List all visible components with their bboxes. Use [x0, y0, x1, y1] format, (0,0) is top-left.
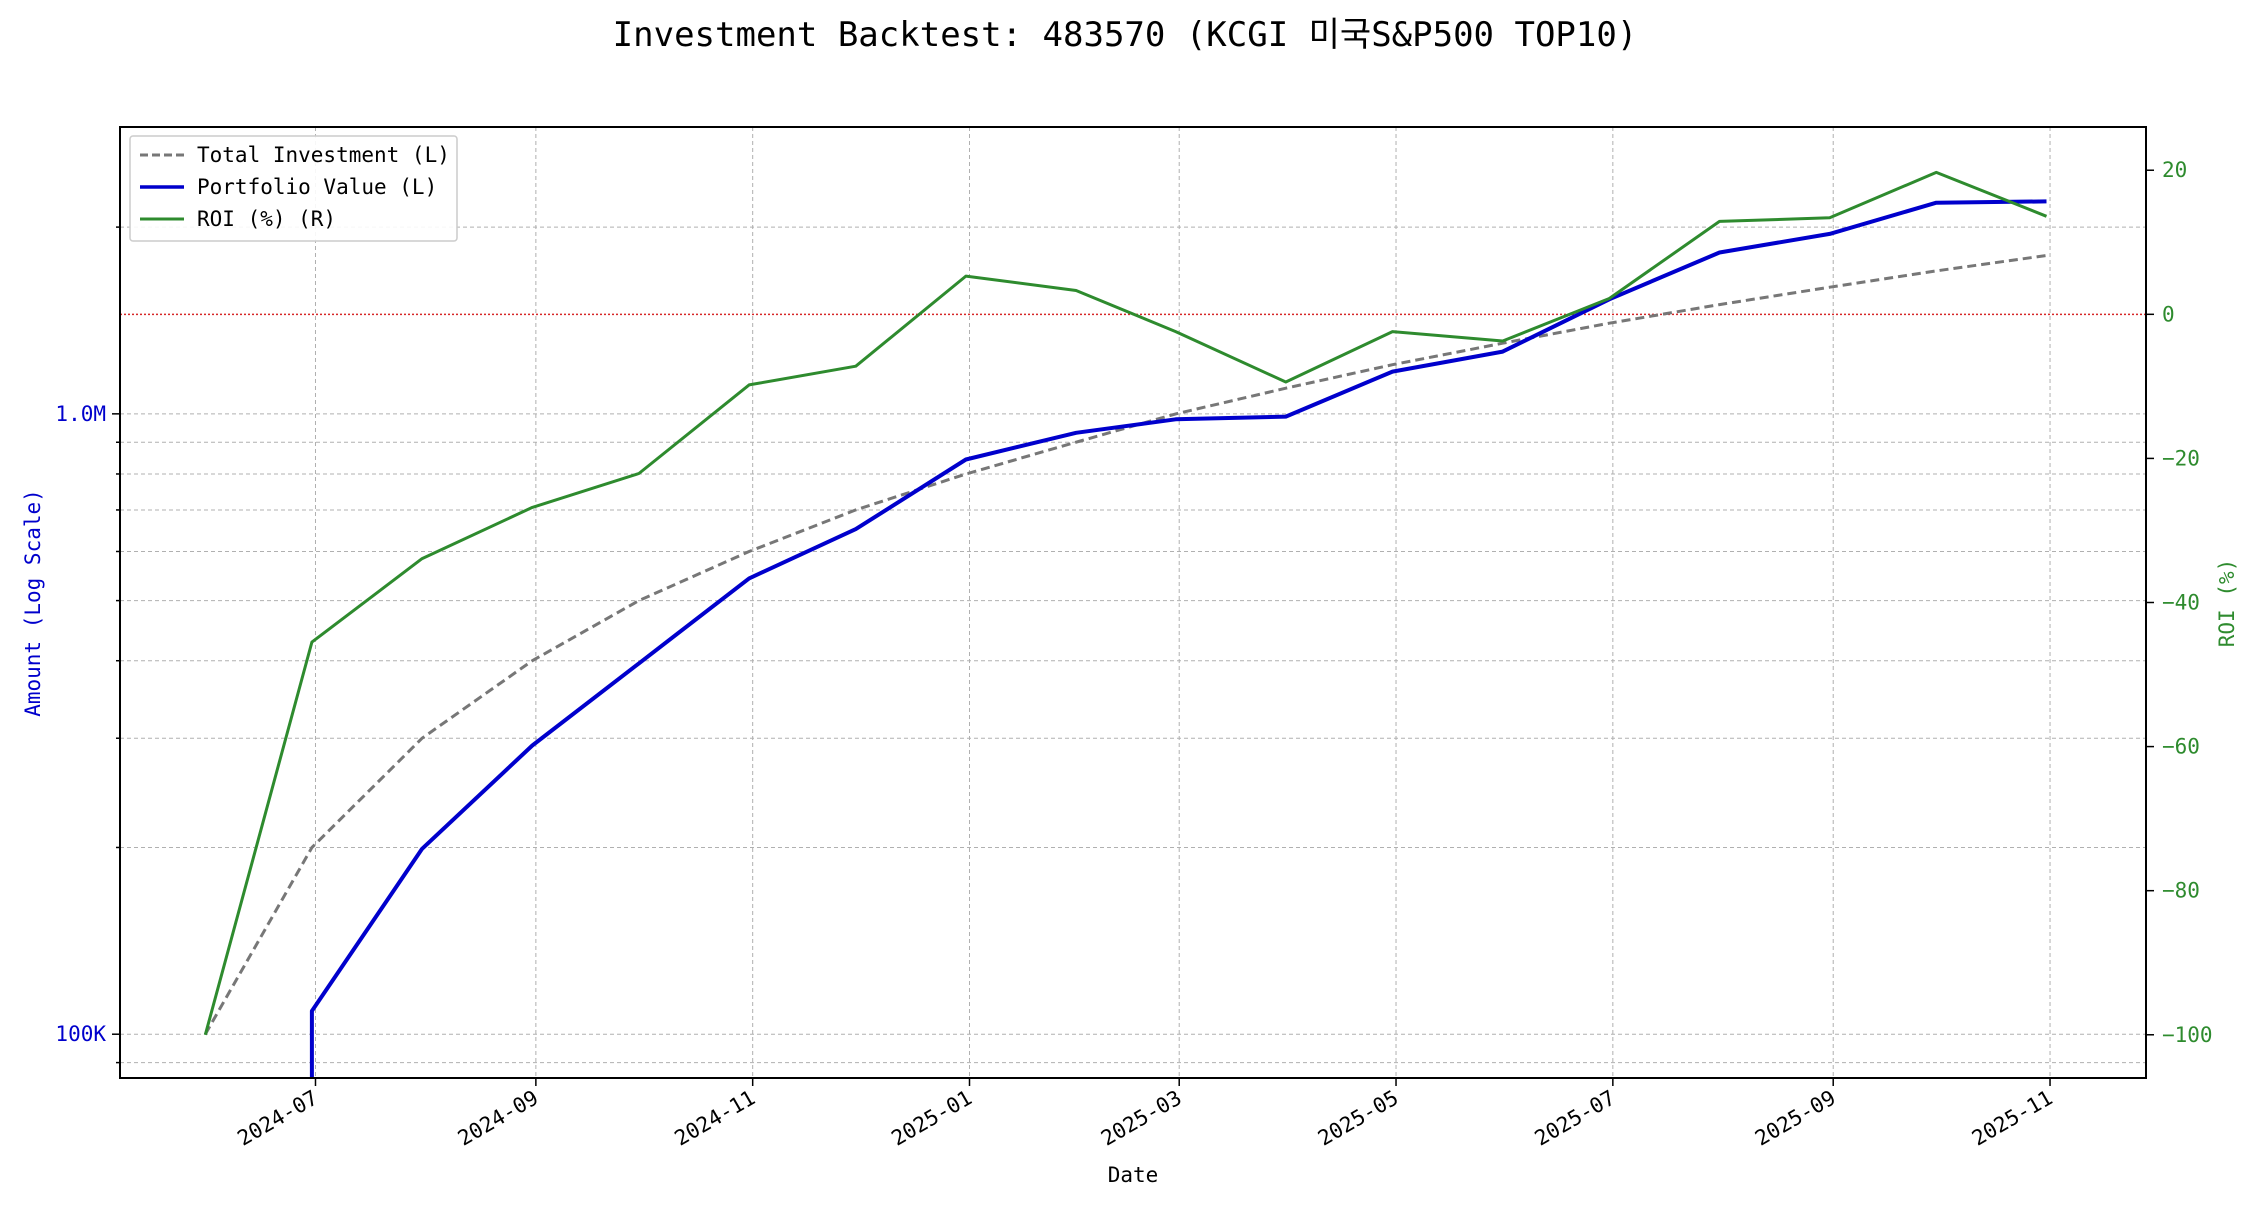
series-portfolio-value — [309, 199, 2047, 1078]
legend-label-portfolio-value: Portfolio Value (L) — [197, 175, 437, 199]
series-total-investment — [203, 254, 2047, 1035]
y-right-tick-label: −100 — [2162, 1023, 2213, 1047]
legend: Total Investment (L) Portfolio Value (L)… — [129, 135, 458, 242]
chart-title: Investment Backtest: 483570 (KCGI 미국S&P5… — [613, 15, 1638, 55]
y-right-tick-label: 20 — [2162, 158, 2187, 182]
series-layer — [203, 170, 2048, 1078]
legend-label-total-investment: Total Investment (L) — [197, 143, 450, 167]
y-right-tick-label: −20 — [2162, 446, 2200, 470]
legend-label-roi: ROI (%) (R) — [197, 207, 336, 231]
legend-box — [129, 135, 458, 242]
y-axis-right-label: ROI (%) — [2215, 559, 2239, 648]
series-roi — [203, 170, 2048, 1036]
y-right-tick-label: −40 — [2162, 591, 2200, 615]
y-right-tick-label: −60 — [2162, 735, 2200, 759]
x-axis-label: Date — [1108, 1163, 1159, 1187]
y-right-tick-label: 0 — [2162, 302, 2175, 326]
y-left-tick-label: 1.0M — [55, 402, 106, 426]
y-left-tick-label: 100K — [55, 1022, 106, 1046]
y-right-tick-label: −80 — [2162, 879, 2200, 903]
y-axis-left-label: Amount (Log Scale) — [21, 489, 45, 717]
